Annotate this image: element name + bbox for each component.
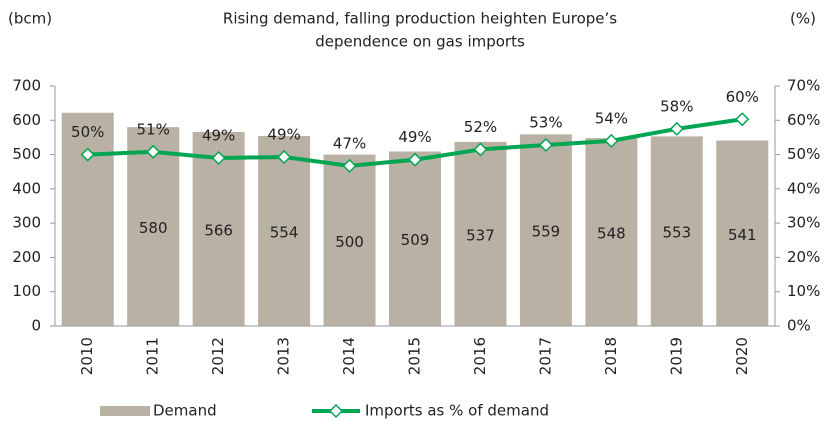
bar-value-label: 566 <box>204 221 233 239</box>
bar-value-label: 548 <box>597 225 626 243</box>
legend-swatch <box>100 406 150 416</box>
line-value-label: 49% <box>398 128 431 146</box>
x-tick-label: 2020 <box>733 337 751 375</box>
line-value-label: 58% <box>660 97 693 115</box>
marker <box>669 121 684 136</box>
y2-tick-label: 0% <box>787 317 811 335</box>
bar-value-label: 509 <box>401 231 430 249</box>
chart-title: dependence on gas imports <box>315 33 525 51</box>
bar <box>716 140 769 326</box>
marker <box>80 147 95 162</box>
marker <box>473 142 488 157</box>
line-value-label: 53% <box>529 113 562 131</box>
line-value-label: 51% <box>137 120 170 138</box>
y-tick-label: 0 <box>31 317 41 335</box>
bar <box>61 112 114 326</box>
marker <box>407 152 423 167</box>
y2-tick-label: 50% <box>787 145 820 163</box>
x-tick-label: 2016 <box>471 337 489 375</box>
bar-value-label: 541 <box>728 226 757 244</box>
y-tick-label: 700 <box>12 77 41 95</box>
x-tick-label: 2019 <box>667 337 685 375</box>
bar <box>323 154 376 326</box>
bar-value-label: 554 <box>270 224 299 242</box>
legend-label: Imports as % of demand <box>365 402 549 420</box>
marker <box>538 137 553 153</box>
marker <box>604 133 619 148</box>
y-tick-label: 300 <box>12 214 41 232</box>
bar <box>650 136 703 326</box>
y2-tick-label: 60% <box>787 111 820 129</box>
bar-value-label: 500 <box>335 233 364 251</box>
bar-value-label: 559 <box>532 223 561 241</box>
line-value-label: 60% <box>726 88 759 106</box>
marker <box>342 158 357 173</box>
marker <box>146 144 161 159</box>
bar-value-label: 580 <box>139 219 168 237</box>
x-tick-label: 2015 <box>406 337 424 375</box>
y-axis-label: (bcm) <box>8 10 52 28</box>
line-value-label: 52% <box>464 118 497 136</box>
y2-tick-label: 10% <box>787 282 820 300</box>
bar <box>585 138 638 326</box>
x-tick-label: 2013 <box>275 337 293 375</box>
y-tick-label: 400 <box>12 179 41 197</box>
line-value-label: 49% <box>202 127 235 145</box>
line-value-label: 54% <box>595 109 628 127</box>
bar <box>389 151 441 326</box>
line-value-label: 49% <box>267 125 300 143</box>
bar <box>519 134 572 326</box>
y-tick-label: 100 <box>12 282 41 300</box>
y2-tick-label: 70% <box>787 77 820 95</box>
chart-title: Rising demand, falling production height… <box>223 10 617 28</box>
marker <box>735 112 750 127</box>
legend-label: Demand <box>153 402 217 420</box>
y-tick-label: 500 <box>12 145 41 163</box>
y-tick-label: 600 <box>12 111 41 129</box>
bar-value-label: 537 <box>466 226 495 244</box>
bar-value-label: 553 <box>662 224 691 242</box>
marker <box>277 149 292 165</box>
x-tick-label: 2018 <box>602 337 620 375</box>
y-tick-label: 200 <box>12 248 41 266</box>
line-value-label: 50% <box>71 123 104 141</box>
x-tick-label: 2012 <box>209 337 227 375</box>
x-tick-label: 2017 <box>536 337 554 375</box>
line-value-label: 47% <box>333 134 366 152</box>
y2-tick-label: 20% <box>787 248 820 266</box>
bar <box>258 136 311 326</box>
bar <box>127 127 180 327</box>
marker <box>211 150 226 166</box>
x-tick-label: 2011 <box>144 337 162 375</box>
y2-tick-label: 40% <box>787 179 820 197</box>
x-tick-label: 2014 <box>340 337 358 375</box>
legend-marker <box>328 403 344 419</box>
bar <box>454 141 507 326</box>
y2-tick-label: 30% <box>787 214 820 232</box>
x-tick-label: 2010 <box>78 337 96 375</box>
y2-axis-label: (%) <box>790 10 816 28</box>
